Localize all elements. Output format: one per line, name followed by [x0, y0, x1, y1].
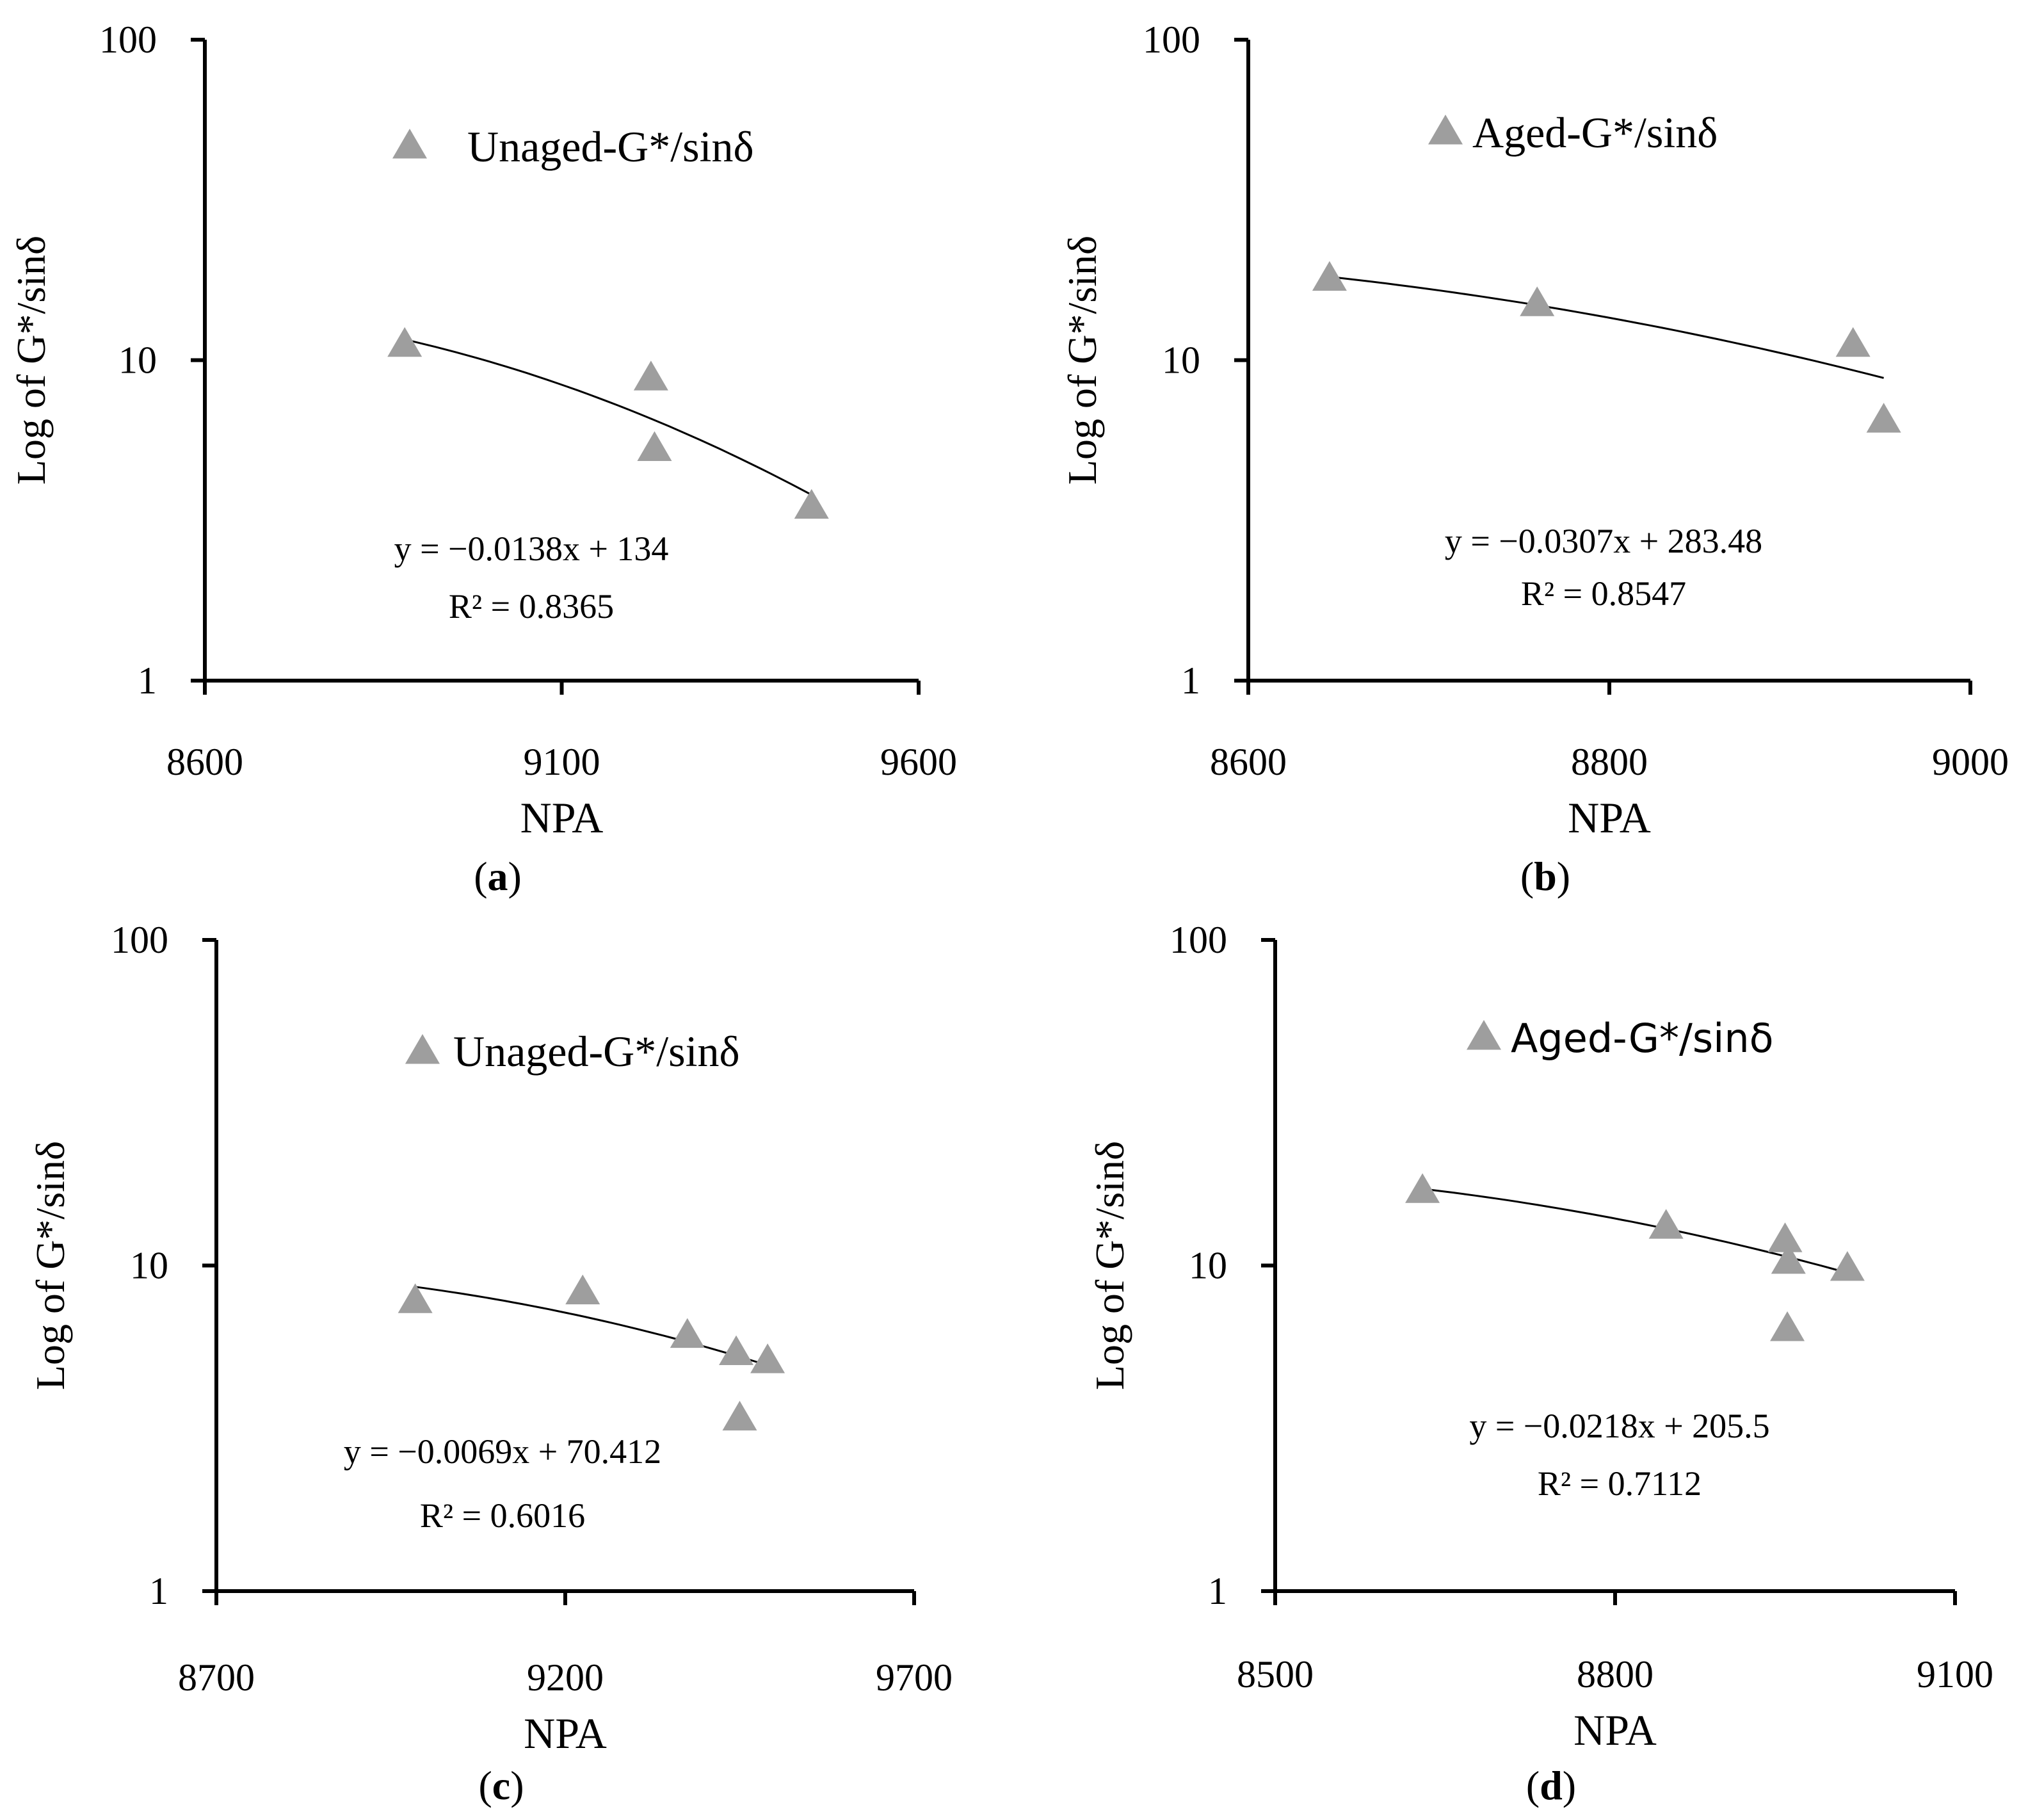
x-tick-label: 8800 — [1571, 741, 1648, 783]
x-tick-label: 9100 — [1917, 1653, 1993, 1695]
data-point — [565, 1274, 600, 1305]
chart-panel-a: 1 10 100 8600 9100 9600 NPA Log of G*/sinδ Unage… — [8, 19, 957, 899]
x-axis-title: NPA — [1573, 1706, 1657, 1754]
data-point — [670, 1318, 705, 1348]
y-tick-label: 1 — [1208, 1570, 1227, 1612]
x-tick-label: 9100 — [524, 741, 600, 783]
data-point — [1520, 286, 1555, 316]
y-tick-label: 1 — [149, 1570, 168, 1612]
y-axis-title: Log of G*/sinδ — [1059, 236, 1105, 485]
trendline — [404, 338, 812, 496]
x-axis-title: NPA — [1568, 793, 1651, 842]
x-tick-label: 8700 — [178, 1656, 255, 1699]
y-tick-label: 10 — [1189, 1245, 1227, 1287]
data-point — [719, 1335, 754, 1366]
data-point — [1648, 1209, 1684, 1239]
x-tick-label: 8800 — [1577, 1653, 1654, 1695]
data-point — [398, 1283, 433, 1313]
r-squared-label: R² = 0.6016 — [420, 1496, 585, 1535]
chart-panel-d: 1 10 100 8500 8800 9100 NPA Log of G*/sinδ Aged-… — [1087, 919, 1993, 1808]
trendline-equation: y = −0.0218x + 205.5 — [1469, 1407, 1769, 1445]
x-tick-label: 8500 — [1237, 1653, 1314, 1695]
y-tick-label: 100 — [1143, 19, 1200, 61]
y-tick-label: 100 — [111, 919, 168, 961]
y-tick-label: 100 — [99, 19, 157, 61]
data-point — [1405, 1173, 1440, 1203]
y-tick-label: 10 — [1162, 339, 1200, 382]
x-axis-title: NPA — [524, 1709, 607, 1758]
panel-label: (b) — [1520, 853, 1570, 899]
x-tick-label: 9000 — [1932, 741, 2009, 783]
data-point — [794, 489, 829, 519]
x-tick-label: 9700 — [876, 1656, 953, 1699]
trendline-equation: y = −0.0069x + 70.412 — [344, 1432, 661, 1471]
y-tick-label: 10 — [130, 1245, 168, 1287]
chart-panel-b: 1 10 100 8600 8800 9000 NPA Log of G*/sinδ Aged-… — [1059, 19, 2009, 899]
chart-panel-c: 1 10 100 8700 9200 9700 NPA Log of G*/sinδ Unage… — [28, 919, 953, 1808]
trendline — [1422, 1188, 1842, 1272]
data-point — [1312, 261, 1347, 291]
data-point — [1770, 1311, 1805, 1341]
y-tick-label: 100 — [1170, 919, 1227, 961]
data-point — [1767, 1222, 1803, 1252]
legend-marker — [392, 129, 427, 159]
x-tick-label: 9600 — [880, 741, 957, 783]
trendline — [415, 1286, 772, 1368]
y-tick-label: 1 — [138, 659, 157, 702]
x-tick-label: 9200 — [527, 1656, 604, 1699]
y-axis-title: Log of G*/sinδ — [8, 236, 54, 485]
y-tick-label: 10 — [118, 339, 157, 382]
data-point — [633, 360, 668, 391]
data-point — [637, 431, 672, 461]
legend-marker — [1428, 115, 1463, 145]
panel-label: (a) — [474, 853, 522, 899]
legend-marker — [1467, 1020, 1501, 1050]
data-point — [1771, 1243, 1806, 1274]
x-axis-title: NPA — [520, 793, 604, 842]
x-tick-label: 8600 — [166, 741, 243, 783]
y-axis-title: Log of G*/sinδ — [1087, 1141, 1132, 1390]
data-point — [1866, 403, 1901, 433]
legend-label: Aged-G*/sinδ — [1511, 1015, 1774, 1062]
r-squared-label: R² = 0.8365 — [449, 587, 614, 626]
y-axis-title: Log of G*/sinδ — [28, 1141, 73, 1390]
data-point — [750, 1343, 785, 1373]
trendline-equation: y = −0.0307x + 283.48 — [1445, 522, 1762, 560]
data-point — [722, 1400, 757, 1431]
legend-marker — [405, 1034, 440, 1064]
panel-label: (d) — [1526, 1763, 1576, 1808]
trendline-equation: y = −0.0138x + 134 — [394, 530, 669, 568]
legend-label: Aged-G*/sinδ — [1472, 108, 1718, 157]
panel-label: (c) — [478, 1763, 524, 1808]
data-point — [1835, 327, 1871, 357]
r-squared-label: R² = 0.8547 — [1521, 574, 1686, 613]
x-tick-label: 8600 — [1210, 741, 1287, 783]
y-tick-label: 1 — [1181, 659, 1200, 702]
legend-label: Unaged-G*/sinδ — [467, 122, 754, 171]
data-point — [1830, 1250, 1865, 1281]
r-squared-label: R² = 0.7112 — [1538, 1464, 1702, 1503]
data-point — [387, 327, 422, 357]
trendline — [1329, 275, 1884, 379]
legend-label: Unaged-G*/sinδ — [453, 1027, 740, 1076]
